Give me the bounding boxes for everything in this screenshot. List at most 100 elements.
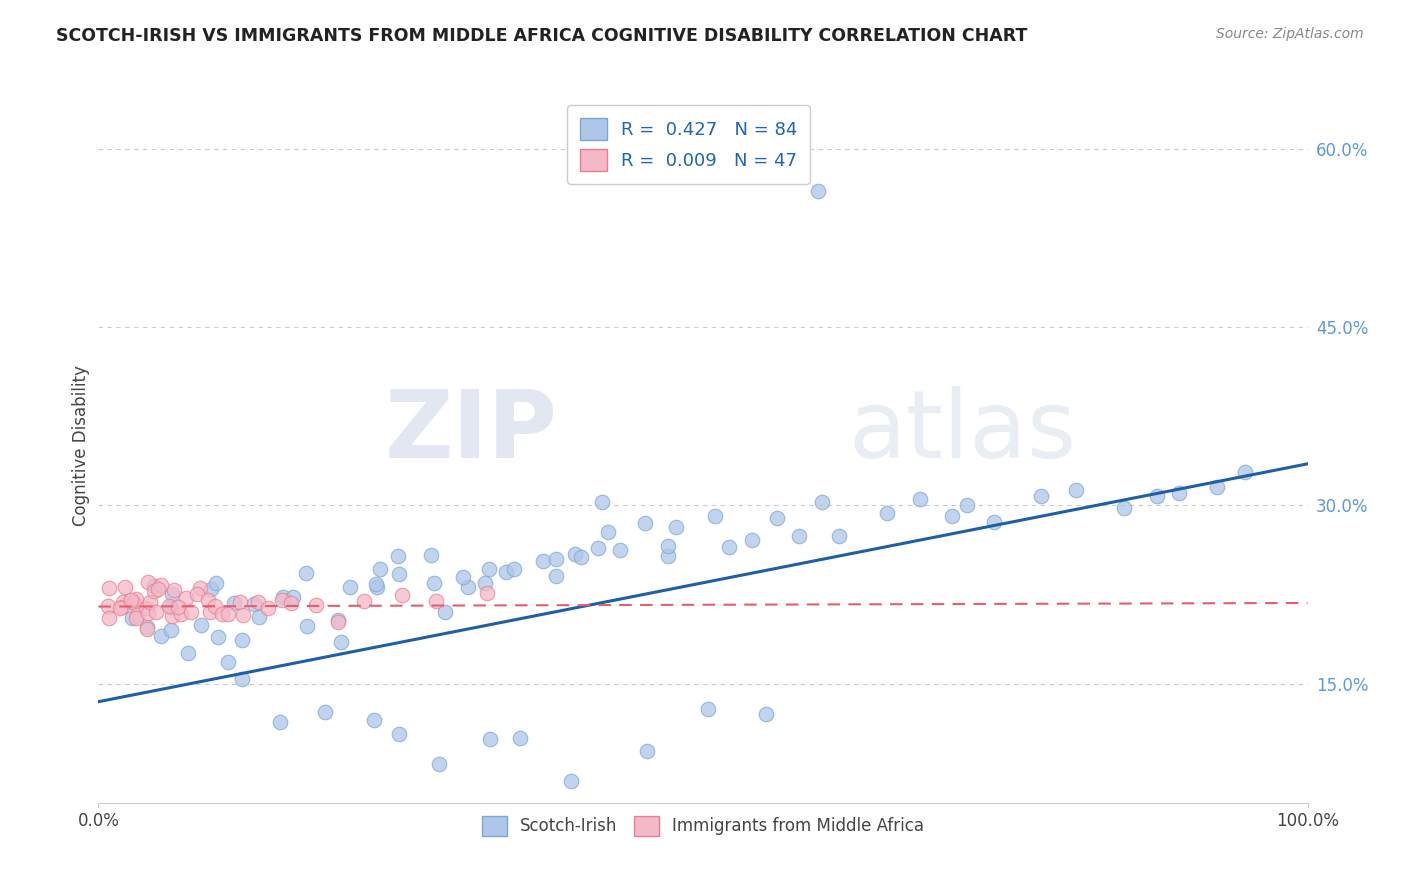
Point — [186, 586, 208, 600]
Text: atlas: atlas — [848, 385, 1077, 478]
Point — [257, 601, 280, 615]
Point — [474, 576, 496, 591]
Point — [197, 593, 219, 607]
Point — [475, 586, 498, 600]
Point — [231, 632, 253, 647]
Point — [425, 593, 447, 607]
Point — [531, 554, 554, 568]
Point — [453, 569, 475, 583]
Point — [180, 605, 202, 619]
Point — [657, 549, 679, 564]
Point — [167, 599, 190, 614]
Point — [478, 562, 501, 576]
Point — [97, 582, 120, 596]
Point — [294, 566, 316, 580]
Point — [207, 630, 229, 644]
Point — [503, 561, 526, 575]
Point — [136, 620, 159, 634]
Point — [200, 582, 222, 597]
Point — [609, 543, 631, 558]
Point — [363, 713, 385, 727]
Point — [135, 600, 157, 615]
Point — [111, 599, 134, 614]
Point — [983, 515, 1005, 529]
Point — [544, 568, 567, 582]
Text: SCOTCH-IRISH VS IMMIGRANTS FROM MIDDLE AFRICA COGNITIVE DISABILITY CORRELATION C: SCOTCH-IRISH VS IMMIGRANTS FROM MIDDLE A… — [56, 27, 1028, 45]
Point — [281, 590, 304, 604]
Point — [427, 757, 450, 772]
Point — [114, 580, 136, 594]
Point — [157, 599, 180, 613]
Point — [97, 611, 120, 625]
Point — [280, 596, 302, 610]
Point — [634, 516, 657, 531]
Point — [125, 607, 148, 622]
Point — [177, 647, 200, 661]
Point — [326, 613, 349, 627]
Point — [1146, 489, 1168, 503]
Point — [564, 547, 586, 561]
Point — [121, 593, 143, 607]
Legend: Scotch-Irish, Immigrants from Middle Africa: Scotch-Irish, Immigrants from Middle Afr… — [474, 807, 932, 845]
Point — [160, 608, 183, 623]
Point — [110, 600, 132, 615]
Point — [1064, 483, 1087, 497]
Point — [121, 595, 143, 609]
Point — [269, 715, 291, 730]
Point — [136, 623, 159, 637]
Point — [198, 605, 221, 619]
Point — [391, 588, 413, 602]
Point — [366, 580, 388, 594]
Point — [657, 539, 679, 553]
Point — [956, 499, 979, 513]
Point — [148, 582, 170, 597]
Point — [271, 590, 294, 604]
Point — [314, 706, 336, 720]
Point — [423, 576, 446, 591]
Point — [569, 550, 592, 565]
Point — [224, 596, 246, 610]
Point — [247, 610, 270, 624]
Point — [941, 509, 963, 524]
Point — [665, 520, 688, 534]
Point — [125, 611, 148, 625]
Point — [1029, 489, 1052, 503]
Point — [217, 607, 239, 621]
Point — [697, 702, 720, 716]
Point — [125, 591, 148, 606]
Point — [124, 596, 146, 610]
Point — [145, 605, 167, 619]
Point — [243, 597, 266, 611]
Y-axis label: Cognitive Disability: Cognitive Disability — [72, 366, 90, 526]
Point — [190, 617, 212, 632]
Point — [163, 582, 186, 597]
Point — [1234, 465, 1257, 479]
Point — [136, 574, 159, 589]
Point — [787, 529, 810, 543]
Point — [1168, 486, 1191, 500]
Point — [270, 593, 292, 607]
Point — [305, 598, 328, 612]
Point — [143, 579, 166, 593]
Point — [188, 582, 211, 596]
Point — [478, 732, 501, 747]
Point — [170, 607, 193, 621]
Point — [828, 529, 851, 543]
Point — [1112, 501, 1135, 516]
Point — [143, 584, 166, 599]
Point — [204, 576, 226, 591]
Point — [160, 623, 183, 637]
Point — [136, 606, 159, 620]
Point — [741, 533, 763, 548]
Point — [433, 605, 456, 619]
Point — [162, 587, 184, 601]
Point — [149, 578, 172, 592]
Text: Source: ZipAtlas.com: Source: ZipAtlas.com — [1216, 27, 1364, 41]
Point — [97, 599, 120, 613]
Point — [150, 629, 173, 643]
Point — [174, 591, 197, 605]
Point — [387, 549, 409, 563]
Point — [330, 634, 353, 648]
Point — [339, 580, 361, 594]
Point — [596, 524, 619, 539]
